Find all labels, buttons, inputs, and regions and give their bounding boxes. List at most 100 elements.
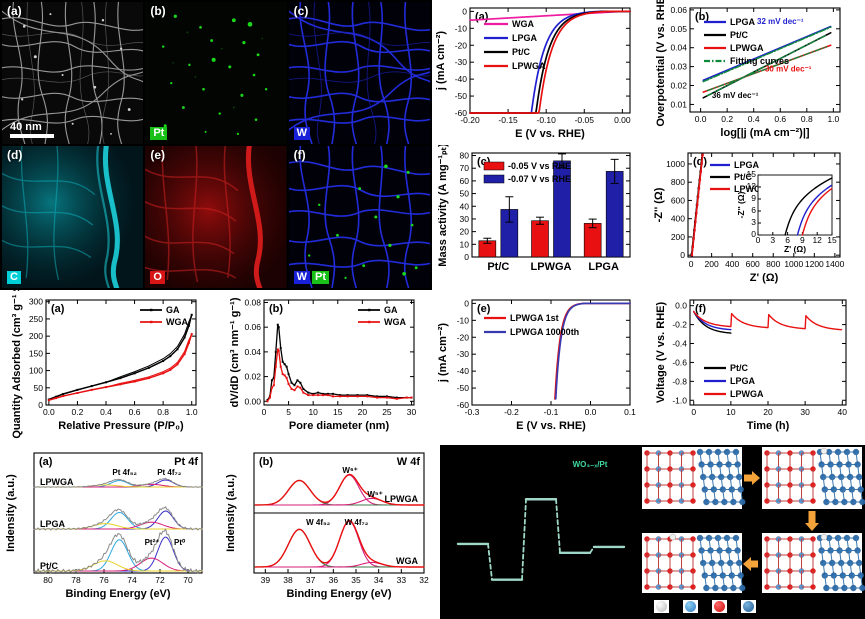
svg-text:j (mA cm⁻²): j (mA cm⁻²) xyxy=(435,31,447,92)
svg-text:-0.3: -0.3 xyxy=(465,407,480,417)
svg-text:0.04: 0.04 xyxy=(670,43,687,53)
svg-text:0.01: 0.01 xyxy=(670,99,687,109)
svg-text:Pt²⁺: Pt²⁺ xyxy=(145,538,160,547)
chart-tafel-panel-b: 0.0 0.2 0.4 0.6 0.8 1.0 0.01 0.02 0.03 0.04 0.05 0.… xyxy=(648,0,865,145)
svg-text:80: 80 xyxy=(460,151,470,161)
svg-text:-50: -50 xyxy=(457,383,470,393)
svg-text:W 4f: W 4f xyxy=(397,456,421,468)
svg-text:0: 0 xyxy=(689,259,694,269)
svg-text:W⁶⁺: W⁶⁺ xyxy=(342,466,357,475)
svg-text:72: 72 xyxy=(155,575,165,585)
svg-text:15: 15 xyxy=(747,169,757,179)
svg-text:5: 5 xyxy=(286,407,291,417)
svg-text:LPGA: LPGA xyxy=(734,160,760,170)
chart-chronopotentiometry-panel-f: 0 10 20 30 40 0.0 -0.2 -0.4 -0.6 -0.8 -1.0 Time (h)… xyxy=(648,290,865,445)
svg-text:-0.8: -0.8 xyxy=(672,376,687,386)
svg-text:12: 12 xyxy=(812,235,822,245)
svg-text:-40: -40 xyxy=(455,74,468,84)
svg-text:74: 74 xyxy=(127,575,137,585)
svg-text:Pt⁰: Pt⁰ xyxy=(174,538,186,547)
svg-text:200: 200 xyxy=(29,331,43,341)
svg-text:0.03: 0.03 xyxy=(670,62,687,72)
svg-text:Mass activity (A mg⁻¹ₚₜ): Mass activity (A mg⁻¹ₚₜ) xyxy=(437,145,449,267)
svg-text:Pt 4f₅₂: Pt 4f₅₂ xyxy=(112,468,137,477)
svg-text:0: 0 xyxy=(262,407,267,417)
svg-text:1000: 1000 xyxy=(784,259,803,269)
svg-text:0.4: 0.4 xyxy=(748,114,760,124)
chart-bet-isotherm: 0.0 0.2 0.4 0.6 0.8 1.0 0 50 100 150 200 250 300 Rela… xyxy=(0,290,216,445)
chart-pore-size: 0 5 10 15 20 25 30 0.00 0.02 0.04 0.06 0.08 Pore dia… xyxy=(216,290,432,445)
legend-swatch-pt xyxy=(741,599,756,613)
svg-text:(b): (b) xyxy=(269,303,283,315)
svg-text:-1.0: -1.0 xyxy=(672,395,687,405)
element-badge-w-overlay: W xyxy=(293,271,311,284)
svg-text:LPGA: LPGA xyxy=(512,33,538,43)
svg-text:-0.4: -0.4 xyxy=(672,339,687,349)
panel-label-d: (d) xyxy=(7,148,23,162)
panel-label-e: (e) xyxy=(150,148,165,162)
svg-text:6: 6 xyxy=(785,235,790,245)
svg-text:0.8: 0.8 xyxy=(157,407,169,417)
svg-text:0: 0 xyxy=(751,229,756,239)
legend-atom-pt xyxy=(741,599,756,613)
svg-text:Pt 4f: Pt 4f xyxy=(174,456,198,468)
svg-text:0: 0 xyxy=(464,252,469,262)
svg-text:WGA: WGA xyxy=(396,556,418,566)
svg-text:W 4f₅₂: W 4f₅₂ xyxy=(306,518,331,527)
svg-text:50: 50 xyxy=(460,189,470,199)
svg-text:10: 10 xyxy=(308,407,318,417)
eds-panel-b-pt: (b) Pt xyxy=(145,2,287,144)
legend-swatch-o xyxy=(712,599,727,613)
svg-text:35: 35 xyxy=(351,575,361,585)
dft-species-label: WO₃₋ₓ/Pt xyxy=(573,460,608,469)
legend-swatch-w xyxy=(683,599,698,613)
svg-text:(d): (d) xyxy=(693,156,707,168)
svg-text:j (mA cm⁻²): j (mA cm⁻²) xyxy=(437,323,449,384)
svg-text:33: 33 xyxy=(397,575,407,585)
svg-text:W⁵⁺: W⁵⁺ xyxy=(367,490,383,499)
svg-text:-0.1: -0.1 xyxy=(544,407,559,417)
eds-pt-texture xyxy=(145,2,287,144)
panel-label-c: (c) xyxy=(293,4,309,18)
scale-bar-label: 40 nm xyxy=(10,121,42,133)
svg-text:150: 150 xyxy=(29,348,43,358)
element-badge-row: W Pt xyxy=(293,271,330,284)
svg-text:0.02: 0.02 xyxy=(670,81,687,91)
svg-text:LPWGA: LPWGA xyxy=(730,43,764,53)
svg-text:dV/dD (cm³ nm⁻¹ g⁻¹): dV/dD (cm³ nm⁻¹ g⁻¹) xyxy=(229,297,241,407)
svg-text:-0.6: -0.6 xyxy=(672,357,687,367)
svg-text:1.0: 1.0 xyxy=(827,114,839,124)
svg-text:40: 40 xyxy=(460,201,470,211)
svg-text:-60: -60 xyxy=(455,108,468,118)
legend-atom-h xyxy=(654,599,669,613)
svg-text:WGA: WGA xyxy=(512,19,534,29)
svg-text:WGA: WGA xyxy=(166,317,188,327)
svg-text:100: 100 xyxy=(29,366,43,376)
svg-text:Pt/C: Pt/C xyxy=(730,363,749,373)
svg-text:LPWGA: LPWGA xyxy=(40,477,74,487)
svg-text:12: 12 xyxy=(747,181,757,191)
svg-text:37: 37 xyxy=(306,575,316,585)
mechanism-structures xyxy=(640,445,865,619)
svg-text:15: 15 xyxy=(333,407,343,417)
svg-text:Z' (Ω): Z' (Ω) xyxy=(750,272,779,284)
chart-durability-panel-e: -0.3 -0.2 -0.1 0.0 0.1 0 -10 -20 -30 -40 -50 -60 E (… xyxy=(432,290,648,445)
svg-text:20: 20 xyxy=(358,407,368,417)
svg-text:1000: 1000 xyxy=(666,159,685,169)
legend-atom-o xyxy=(712,599,727,613)
svg-text:600: 600 xyxy=(671,195,685,205)
svg-text:6: 6 xyxy=(751,205,756,215)
eds-c-texture xyxy=(2,146,144,288)
svg-text:32 mV dec⁻¹: 32 mV dec⁻¹ xyxy=(757,17,804,26)
svg-text:Relative Pressure (P/P₀): Relative Pressure (P/P₀) xyxy=(58,420,184,432)
svg-text:-Z'' (Ω): -Z'' (Ω) xyxy=(736,191,746,218)
svg-text:-10: -10 xyxy=(455,23,468,33)
svg-text:-30: -30 xyxy=(455,57,468,67)
eds-panel-e-o: (e) O xyxy=(145,146,287,288)
svg-text:-0.20: -0.20 xyxy=(460,115,480,125)
svg-text:30: 30 xyxy=(460,214,470,224)
svg-text:600: 600 xyxy=(746,259,760,269)
svg-text:GA: GA xyxy=(166,305,180,315)
svg-text:Indensity (a.u.): Indensity (a.u.) xyxy=(5,474,17,552)
